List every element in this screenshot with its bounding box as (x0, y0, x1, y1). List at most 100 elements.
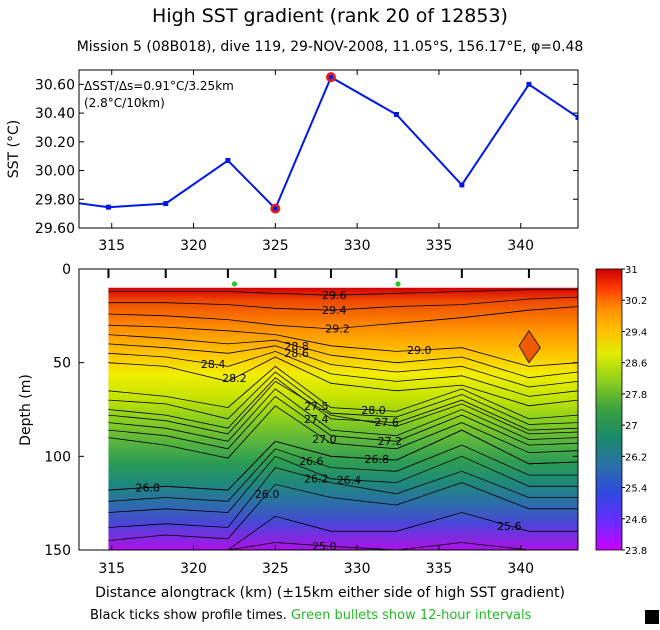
section-y-tick-label: 100 (44, 449, 71, 465)
footer-black-ticks-note: Black ticks show profile times. (90, 608, 291, 623)
distance-x-axis-label: Distance alongtrack (km) (±15km either s… (95, 585, 565, 601)
contour-label: 27.2 (378, 435, 403, 448)
contour-label: 26.8 (135, 481, 160, 494)
temperature-contour-line (108, 388, 578, 442)
contour-label: 25.6 (497, 520, 522, 533)
sst-x-tick-label: 320 (180, 238, 207, 254)
sst-y-tick-label: 29.80 (35, 192, 75, 208)
temperature-contour-line (108, 542, 578, 550)
contour-label: 27.4 (304, 413, 329, 426)
colorbar-tick-label: 27.8 (625, 390, 647, 401)
gradient-annotation-line1: ΔSST/Δs=0.91°C/3.25km (84, 79, 234, 93)
section-x-tick-label: 320 (180, 561, 207, 577)
section-y-tick-label: 0 (62, 262, 71, 278)
sst-data-point (105, 204, 111, 210)
sst-y-tick-label: 30.60 (35, 77, 75, 93)
sst-y-axis-label: SST (°C) (6, 120, 22, 178)
temperature-contour-line (108, 467, 578, 528)
gradient-annotation-line2: (2.8°C/10km) (84, 96, 165, 110)
colorbar-tick-label: 23.8 (625, 546, 647, 557)
temperature-contour-line (108, 395, 578, 450)
corner-square-marker (645, 610, 659, 624)
warm-core-contour (518, 330, 541, 364)
sst-data-point (225, 157, 231, 163)
contour-label: 26.0 (255, 488, 280, 501)
section-panel-frame (78, 268, 579, 551)
sst-data-point (393, 112, 399, 118)
temperature-contour-line (108, 371, 578, 425)
temperature-colorbar: 23.8 24.6 25.4 26.2 27 27.8 28.6 29.4 30.2 31 (595, 265, 647, 557)
section-x-tick-label: 335 (426, 561, 453, 577)
colorbar-tick-label: 25.4 (625, 484, 647, 495)
sst-y-tick-label: 29.60 (35, 221, 75, 237)
contour-label: 25.0 (312, 540, 337, 553)
contour-label: 28.8 (284, 340, 309, 353)
temperature-contour-line (108, 324, 578, 367)
contour-label: 29.0 (407, 344, 432, 357)
section-x-tick-label: 325 (262, 561, 289, 577)
sst-panel: 315 320 325 330 335 340 29.60 29.80 30.00 30.20 3… (6, 69, 579, 254)
sst-x-tick-label: 330 (344, 238, 371, 254)
figure-title: High SST gradient (rank 20 of 12853) (152, 5, 508, 27)
sst-data-point (459, 182, 465, 188)
contour-label: 26.2 (304, 473, 329, 486)
colorbar-tick-label: 30.2 (625, 296, 647, 307)
sst-series-line (79, 75, 578, 211)
section-x-tick-label: 340 (507, 561, 534, 577)
sst-x-tick-label: 335 (426, 238, 453, 254)
sst-data-point (526, 81, 532, 87)
colorbar-tick-label: 31 (625, 265, 638, 276)
temperature-contour-line (108, 306, 578, 330)
gradient-endpoint-core (328, 75, 333, 80)
contour-label: 26.8 (365, 453, 390, 466)
contour-label: 28.0 (361, 404, 386, 417)
temperature-contour-line (108, 296, 578, 311)
temperature-contour-line (108, 377, 578, 431)
temperature-contour-line (108, 512, 578, 550)
sst-data-point (163, 201, 169, 207)
temperature-contour-line (108, 444, 578, 502)
contour-label: 26.6 (299, 455, 324, 468)
depth-y-axis-label: Depth (m) (18, 374, 34, 446)
temperature-contour-line (108, 429, 578, 491)
colorbar-tick-label: 29.4 (625, 327, 647, 338)
gradient-endpoint-core (273, 206, 278, 211)
sst-x-tick-label: 315 (98, 238, 125, 254)
footer-note: Black ticks show profile times. Green bu… (90, 608, 532, 623)
contour-label: 27.6 (374, 416, 399, 429)
temperature-contour-line (108, 365, 578, 420)
sst-y-tick-label: 30.40 (35, 106, 75, 122)
section-y-tick-label: 150 (44, 543, 71, 559)
contour-label: 29.2 (325, 322, 350, 335)
contour-label: 28.4 (201, 358, 226, 371)
section-x-tick-label: 315 (98, 561, 125, 577)
sst-x-tick-label: 340 (507, 238, 534, 254)
colorbar-tick-label: 26.2 (625, 452, 647, 463)
colorbar-tick-label: 24.6 (625, 515, 647, 526)
temperature-contour-line (108, 343, 578, 388)
temperature-contour-line (108, 455, 578, 513)
twelve-hour-bullet (231, 281, 238, 287)
contour-label: 26.4 (337, 474, 362, 487)
colorbar-tick-label: 27 (625, 421, 638, 432)
sst-panel-frame (78, 69, 579, 229)
footer-green-bullets-note: Green bullets show 12-hour intervals (291, 608, 532, 623)
contour-label: 29.6 (322, 289, 347, 302)
sst-y-tick-label: 30.00 (35, 164, 75, 180)
temperature-contour-line (108, 405, 578, 459)
temperature-contour-line (108, 334, 578, 379)
figure-subtitle: Mission 5 (08B018), dive 119, 29-NOV-200… (77, 39, 584, 55)
temperature-contour-line (108, 289, 578, 296)
contour-label: 29.4 (322, 304, 347, 317)
section-y-tick-label: 50 (53, 356, 71, 372)
temperature-contour-line (108, 350, 578, 397)
colorbar-tick-label: 28.6 (625, 359, 647, 370)
temperature-contour-line (108, 482, 578, 541)
section-x-tick-label: 330 (344, 561, 371, 577)
twelve-hour-bullet (395, 281, 401, 287)
contour-label: 27.5 (304, 400, 329, 413)
sst-data-point (575, 114, 578, 120)
sst-y-tick-label: 30.20 (35, 135, 75, 151)
